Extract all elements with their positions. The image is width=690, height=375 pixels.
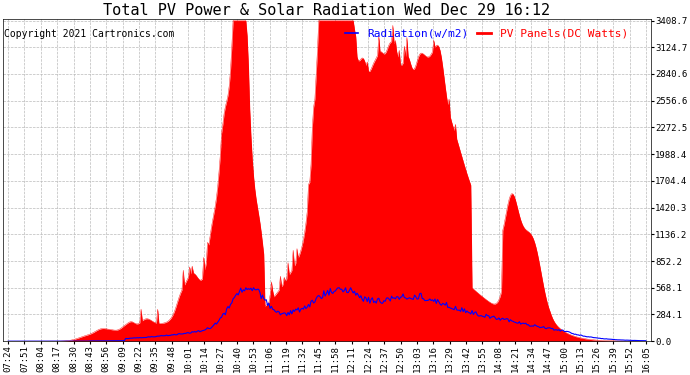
Title: Total PV Power & Solar Radiation Wed Dec 29 16:12: Total PV Power & Solar Radiation Wed Dec… bbox=[104, 3, 551, 18]
Text: Copyright 2021 Cartronics.com: Copyright 2021 Cartronics.com bbox=[4, 28, 175, 39]
Legend: Radiation(w/m2), PV Panels(DC Watts): Radiation(w/m2), PV Panels(DC Watts) bbox=[341, 24, 632, 44]
